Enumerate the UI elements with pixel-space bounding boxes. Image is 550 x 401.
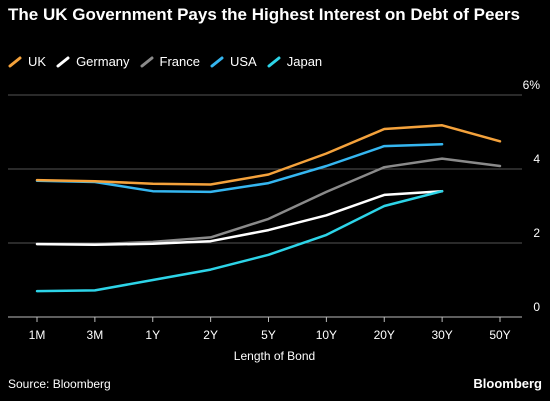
series-line-usa [35,142,444,194]
y-tick-label: 2 [533,226,540,240]
x-tick-label: 20Y [374,328,395,342]
x-tick-label: 3M [87,328,104,342]
source-note: Source: Bloomberg [8,377,111,391]
legend-item-uk: UK [8,54,46,69]
brand-logo: Bloomberg [473,376,542,391]
legend-swatch-icon [210,56,224,67]
x-tick-label: 50Y [489,328,510,342]
legend-item-japan: Japan [267,54,322,69]
legend-label: Germany [76,54,130,69]
series-line-germany [35,189,444,247]
y-tick-label: 6% [523,78,541,92]
x-tick-label: 2Y [203,328,218,342]
legend-item-usa: USA [210,54,257,69]
legend-swatch-icon [267,56,281,67]
legend-label: France [159,54,200,69]
legend-label: UK [28,54,47,69]
legend-swatch-icon [56,56,70,67]
legend-swatch-icon [8,56,22,67]
legend-label: Japan [286,54,323,69]
legend: UK Germany France USA Japan [8,54,332,69]
x-tick-label: 5Y [261,328,276,342]
x-axis-title: Length of Bond [234,349,315,363]
x-tick-label: 1M [29,328,46,342]
series-line-france [35,157,502,246]
series-line-uk [35,124,502,186]
legend-label: USA [230,54,257,69]
x-tick-label: 1Y [145,328,160,342]
legend-item-france: France [140,54,200,69]
y-tick-label: 0 [533,300,540,314]
x-tick-label: 10Y [316,328,337,342]
x-tick-label: 30Y [431,328,452,342]
y-tick-label: 4 [533,152,540,166]
legend-swatch-icon [140,56,154,67]
series-line-japan [35,189,444,293]
legend-item-germany: Germany [56,54,130,69]
chart-title: The UK Government Pays the Highest Inter… [8,5,521,24]
